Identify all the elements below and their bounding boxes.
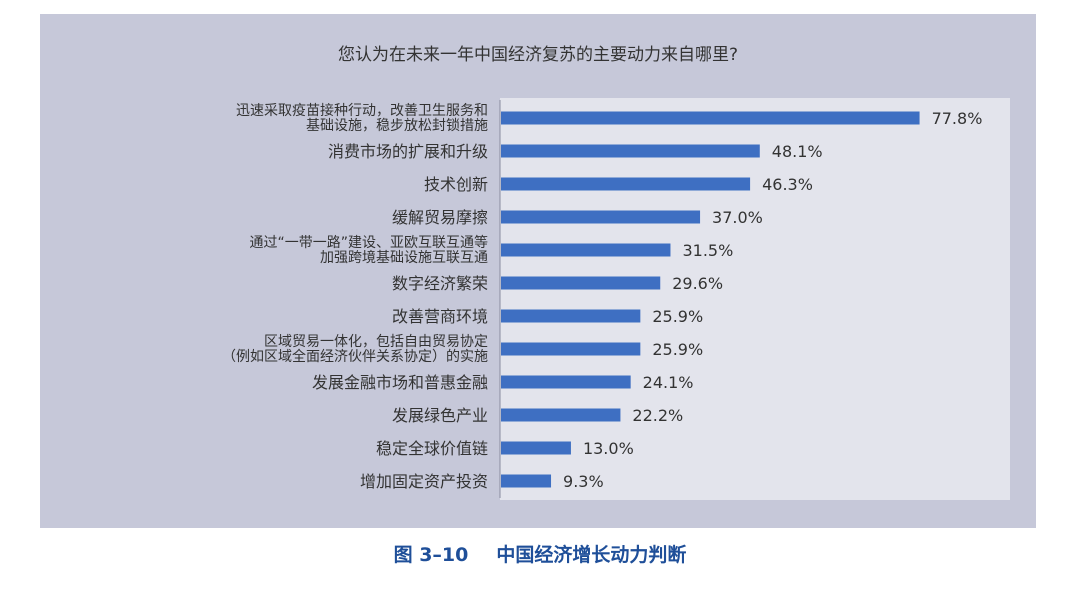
figure-number: 图 3–10: [393, 544, 469, 566]
category-label: 发展绿色产业: [392, 406, 488, 425]
data-label: 13.0%: [583, 439, 634, 458]
bar: [501, 144, 760, 158]
category-label-line: 通过“一带一路”建设、亚欧互联互通等: [249, 234, 488, 251]
bar: [501, 441, 571, 455]
data-label: 25.9%: [652, 307, 703, 326]
bar: [501, 342, 641, 356]
category-label: 稳定全球价值链: [376, 439, 488, 458]
category-label: 增加固定资产投资: [360, 472, 488, 491]
data-label: 46.3%: [762, 175, 813, 194]
data-label: 9.3%: [563, 472, 604, 491]
figure-caption-text: 中国经济增长动力判断: [496, 544, 687, 566]
data-label: 48.1%: [772, 142, 823, 161]
category-label: 技术创新: [424, 175, 488, 194]
bar: [501, 474, 552, 488]
chart-title: 您认为在未来一年中国经济复苏的主要动力来自哪里?: [337, 45, 739, 65]
figure-caption: 图 3–10 中国经济增长动力判断: [0, 540, 1080, 567]
bar: [501, 375, 631, 389]
category-label-line: 基础设施，稳步放松封锁措施: [306, 117, 488, 134]
bar: [501, 408, 621, 422]
category-label: 发展金融市场和普惠金融: [312, 373, 488, 392]
data-label: 24.1%: [643, 373, 694, 392]
category-label: 数字经济繁荣: [392, 274, 488, 293]
bar: [501, 210, 701, 224]
category-label-line: 区域贸易一体化，包括自由贸易协定: [264, 334, 488, 350]
data-label: 25.9%: [652, 340, 703, 359]
bar: [501, 309, 641, 323]
data-label: 29.6%: [672, 274, 723, 293]
bar: [501, 243, 671, 257]
plot-area: [500, 98, 1010, 500]
category-label: 改善营商环境: [392, 307, 488, 326]
category-label-line: 迅速采取疫苗接种行动，改善卫生服务和: [236, 102, 488, 119]
data-label: 22.2%: [632, 406, 683, 425]
bar: [501, 111, 920, 125]
data-label: 37.0%: [712, 208, 763, 227]
category-label-line: 加强跨境基础设施互联互通: [320, 249, 488, 266]
data-label: 31.5%: [682, 241, 733, 260]
bar: [501, 276, 661, 290]
data-label: 77.8%: [932, 109, 983, 128]
bar: [501, 177, 751, 191]
category-label: 消费市场的扩展和升级: [328, 142, 488, 161]
category-label: 缓解贸易摩擦: [392, 208, 488, 227]
category-label-line: （例如区域全面经济伙伴关系协定）的实施: [222, 348, 488, 365]
